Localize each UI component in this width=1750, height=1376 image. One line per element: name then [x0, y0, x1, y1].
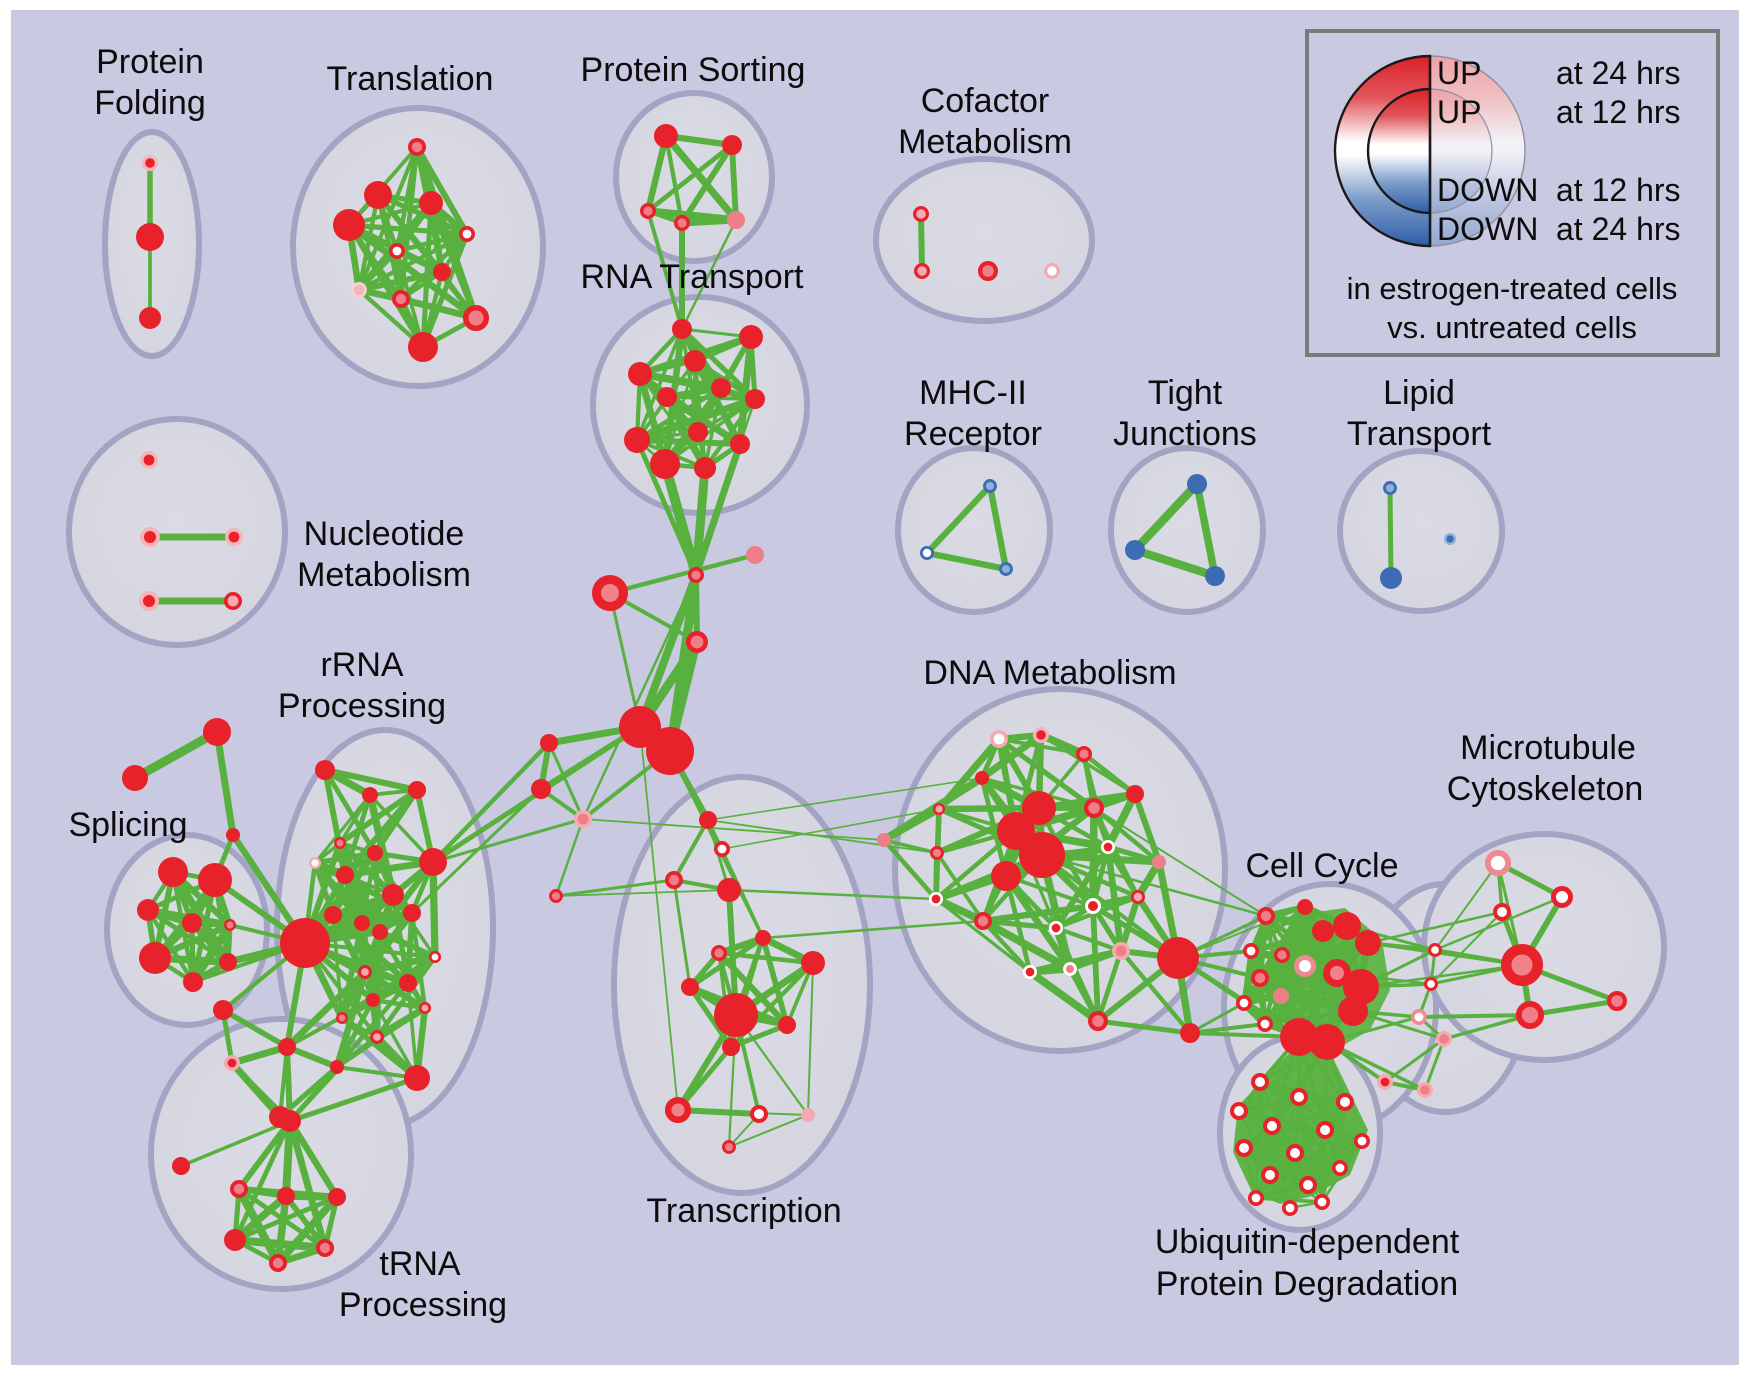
svg-text:Microtubule: Microtubule [1460, 729, 1636, 767]
svg-text:UP: UP [1437, 55, 1481, 91]
svg-text:Cytoskeleton: Cytoskeleton [1447, 770, 1644, 808]
svg-text:Transcription: Transcription [646, 1192, 841, 1230]
svg-text:Processing: Processing [278, 687, 446, 725]
svg-text:MHC-II: MHC-II [919, 374, 1027, 412]
svg-text:Receptor: Receptor [904, 415, 1042, 453]
svg-text:Processing: Processing [339, 1286, 507, 1324]
svg-text:Lipid: Lipid [1383, 374, 1455, 412]
svg-text:Cell Cycle: Cell Cycle [1245, 847, 1398, 885]
svg-text:Ubiquitin-dependent: Ubiquitin-dependent [1155, 1223, 1460, 1261]
svg-text:at 24 hrs: at 24 hrs [1556, 211, 1681, 247]
svg-text:RNA Transport: RNA Transport [581, 258, 805, 296]
svg-text:Tight: Tight [1148, 374, 1223, 412]
svg-text:Protein: Protein [96, 43, 204, 81]
svg-text:at 12 hrs: at 12 hrs [1556, 94, 1681, 130]
svg-text:tRNA: tRNA [379, 1245, 461, 1283]
svg-text:Metabolism: Metabolism [898, 123, 1072, 161]
svg-text:in estrogen-treated cells: in estrogen-treated cells [1347, 271, 1678, 306]
svg-text:at 12 hrs: at 12 hrs [1556, 172, 1681, 208]
svg-text:at 24 hrs: at 24 hrs [1556, 55, 1681, 91]
svg-text:Translation: Translation [327, 60, 494, 98]
svg-text:Protein Degradation: Protein Degradation [1156, 1265, 1458, 1303]
svg-text:Cofactor: Cofactor [921, 82, 1050, 120]
svg-text:Junctions: Junctions [1113, 415, 1257, 453]
svg-text:UP: UP [1437, 94, 1481, 130]
svg-text:Nucleotide: Nucleotide [304, 515, 465, 553]
svg-text:DOWN: DOWN [1437, 211, 1538, 247]
svg-text:rRNA: rRNA [320, 646, 403, 684]
svg-text:Folding: Folding [94, 84, 206, 122]
svg-text:Metabolism: Metabolism [297, 556, 471, 594]
svg-text:Protein Sorting: Protein Sorting [581, 51, 806, 89]
svg-text:Splicing: Splicing [68, 806, 187, 844]
svg-text:Transport: Transport [1347, 415, 1492, 453]
svg-text:DNA Metabolism: DNA Metabolism [923, 654, 1176, 692]
svg-text:vs. untreated cells: vs. untreated cells [1387, 310, 1637, 345]
svg-text:DOWN: DOWN [1437, 172, 1538, 208]
